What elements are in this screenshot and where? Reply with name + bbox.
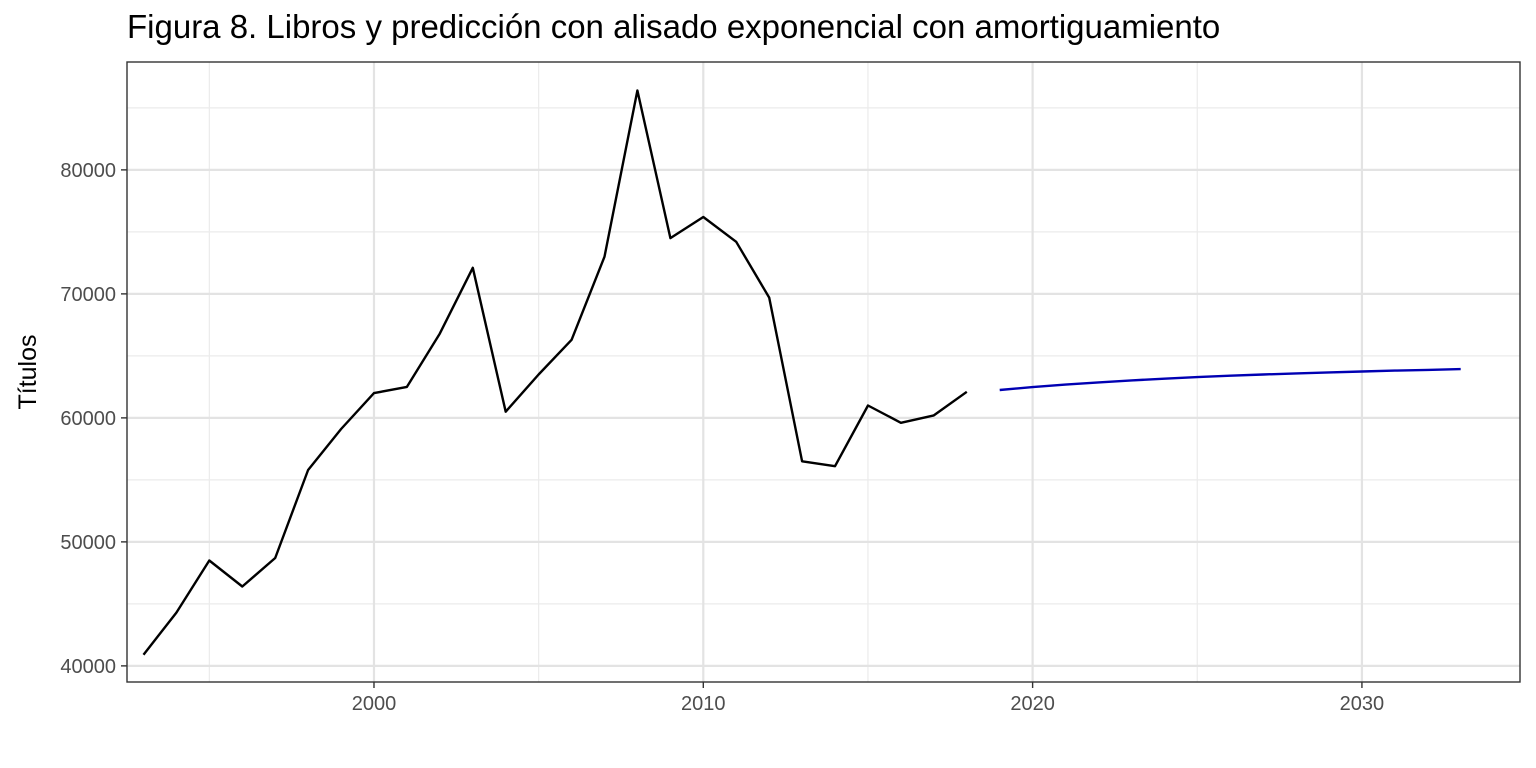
forecast-series-line <box>999 367 1461 392</box>
y-tick-label: 70000 <box>60 284 116 306</box>
x-axis-ticks <box>373 682 1363 688</box>
y-tick-label: 40000 <box>60 656 116 678</box>
y-tick-label: 50000 <box>60 532 116 554</box>
y-axis-tick-labels: 40000 50000 60000 70000 80000 <box>60 160 116 678</box>
observed-series-line <box>142 89 968 656</box>
y-axis-title: Títulos <box>14 334 42 409</box>
plot-border <box>126 61 1521 683</box>
y-axis-ticks <box>121 169 127 667</box>
major-gridlines <box>127 62 1520 682</box>
chart-title: Figura 8. Libros y predicción con alisad… <box>127 8 1221 45</box>
minor-gridlines <box>127 62 1520 682</box>
x-tick-label: 2030 <box>1340 693 1385 715</box>
y-tick-label: 60000 <box>60 408 116 430</box>
x-axis-tick-labels: 2000 2010 2020 2030 <box>352 693 1384 715</box>
x-tick-label: 2010 <box>681 693 726 715</box>
y-tick-label: 80000 <box>60 160 116 182</box>
series-layer <box>142 89 1461 656</box>
x-tick-label: 2000 <box>352 693 397 715</box>
plot-background <box>127 62 1520 682</box>
x-tick-label: 2020 <box>1010 693 1055 715</box>
